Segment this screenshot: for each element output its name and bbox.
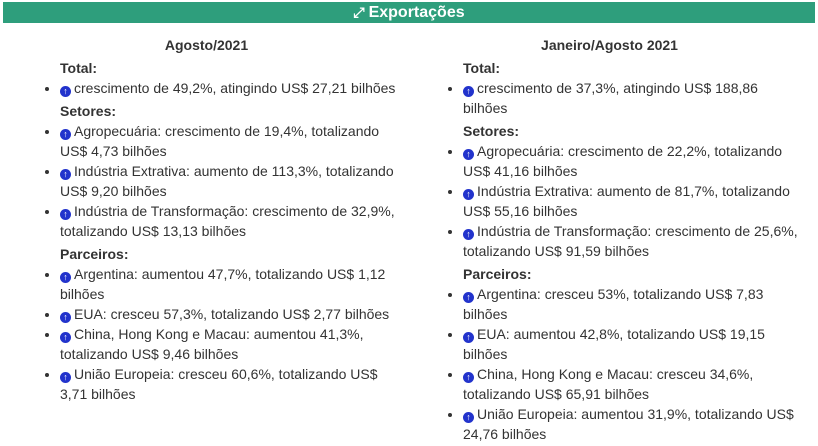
- arrow-up-circle-icon: ↑: [60, 372, 71, 383]
- item-text: União Europeia: cresceu 60,6%, totalizan…: [60, 366, 378, 402]
- arrow-up-circle-icon: ↑: [463, 372, 474, 383]
- section-label: Setores:: [463, 123, 520, 139]
- list-item: ↑União Europeia: aumentou 31,9%, totaliz…: [463, 404, 803, 444]
- list-item: ↑crescimento de 49,2%, atingindo US$ 27,…: [60, 78, 400, 98]
- section-list: ↑crescimento de 37,3%, atingindo US$ 188…: [403, 78, 803, 118]
- arrow-up-circle-icon: ↑: [60, 86, 71, 97]
- item-text: China, Hong Kong e Macau: cresceu 34,6%,…: [463, 366, 754, 402]
- item-text: Indústria Extrativa: aumento de 81,7%, t…: [463, 183, 790, 219]
- arrow-up-circle-icon: ↑: [60, 129, 71, 140]
- arrow-up-circle-icon: ↑: [463, 292, 474, 303]
- section-label: Parceiros:: [463, 266, 532, 282]
- section-list: ↑Agropecuária: crescimento de 19,4%, tot…: [0, 121, 400, 241]
- item-text: crescimento de 49,2%, atingindo US$ 27,2…: [74, 80, 396, 96]
- list-item: ↑Argentina: aumentou 47,7%, totalizando …: [60, 264, 400, 304]
- list-item: ↑Indústria de Transformação: crescimento…: [60, 201, 400, 241]
- arrow-up-circle-icon: ↑: [463, 412, 474, 423]
- section-label: Setores:: [60, 103, 117, 119]
- arrow-up-circle-icon: ↑: [463, 229, 474, 240]
- section-list: ↑crescimento de 49,2%, atingindo US$ 27,…: [0, 78, 400, 98]
- section-label: Total:: [463, 60, 501, 76]
- arrow-up-circle-icon: ↑: [60, 332, 71, 343]
- item-text: Argentina: aumentou 47,7%, totalizando U…: [60, 266, 386, 302]
- arrow-up-circle-icon: ↑: [60, 209, 71, 220]
- expand-icon[interactable]: ⤢: [353, 4, 365, 20]
- list-item: ↑Agropecuária: crescimento de 19,4%, tot…: [60, 121, 400, 161]
- item-text: EUA: aumentou 42,8%, totalizando US$ 19,…: [463, 326, 765, 362]
- exports-header[interactable]: ⤢ Exportações: [3, 2, 815, 23]
- arrow-up-circle-icon: ↑: [463, 86, 474, 97]
- item-text: União Europeia: aumentou 31,9%, totaliza…: [463, 406, 794, 442]
- item-text: Indústria Extrativa: aumento de 113,3%, …: [60, 163, 394, 199]
- item-text: EUA: cresceu 57,3%, totalizando US$ 2,77…: [74, 306, 390, 322]
- list-item: ↑Indústria Extrativa: aumento de 113,3%,…: [60, 161, 400, 201]
- arrow-up-circle-icon: ↑: [463, 332, 474, 343]
- item-text: Agropecuária: crescimento de 22,2%, tota…: [463, 143, 783, 179]
- arrow-up-circle-icon: ↑: [60, 272, 71, 283]
- arrow-up-circle-icon: ↑: [463, 189, 474, 200]
- column-title: Janeiro/Agosto 2021: [541, 37, 678, 53]
- arrow-up-circle-icon: ↑: [463, 149, 474, 160]
- list-item: ↑Agropecuária: crescimento de 22,2%, tot…: [463, 141, 803, 181]
- list-item: ↑EUA: cresceu 57,3%, totalizando US$ 2,7…: [60, 304, 400, 324]
- item-text: Indústria de Transformação: crescimento …: [463, 223, 798, 259]
- arrow-up-circle-icon: ↑: [60, 312, 71, 323]
- list-item: ↑Indústria Extrativa: aumento de 81,7%, …: [463, 181, 803, 221]
- header-title: Exportações: [368, 4, 465, 21]
- arrow-up-circle-icon: ↑: [60, 169, 71, 180]
- item-text: Agropecuária: crescimento de 19,4%, tota…: [60, 123, 380, 159]
- section-label: Total:: [60, 60, 98, 76]
- list-item: ↑crescimento de 37,3%, atingindo US$ 188…: [463, 78, 803, 118]
- section-list: ↑Argentina: cresceu 53%, totalizando US$…: [403, 284, 803, 444]
- list-item: ↑EUA: aumentou 42,8%, totalizando US$ 19…: [463, 324, 803, 364]
- list-item: ↑China, Hong Kong e Macau: cresceu 34,6%…: [463, 364, 803, 404]
- item-text: Argentina: cresceu 53%, totalizando US$ …: [463, 286, 764, 322]
- section-list: ↑Argentina: aumentou 47,7%, totalizando …: [0, 264, 400, 404]
- item-text: crescimento de 37,3%, atingindo US$ 188,…: [463, 80, 758, 116]
- section-label: Parceiros:: [60, 246, 129, 262]
- list-item: ↑China, Hong Kong e Macau: aumentou 41,3…: [60, 324, 400, 364]
- list-item: ↑Argentina: cresceu 53%, totalizando US$…: [463, 284, 803, 324]
- item-text: Indústria de Transformação: crescimento …: [60, 203, 395, 239]
- list-item: ↑União Europeia: cresceu 60,6%, totaliza…: [60, 364, 400, 404]
- item-text: China, Hong Kong e Macau: aumentou 41,3%…: [60, 326, 364, 362]
- section-list: ↑Agropecuária: crescimento de 22,2%, tot…: [403, 141, 803, 261]
- list-item: ↑Indústria de Transformação: crescimento…: [463, 221, 803, 261]
- column-title: Agosto/2021: [164, 37, 249, 53]
